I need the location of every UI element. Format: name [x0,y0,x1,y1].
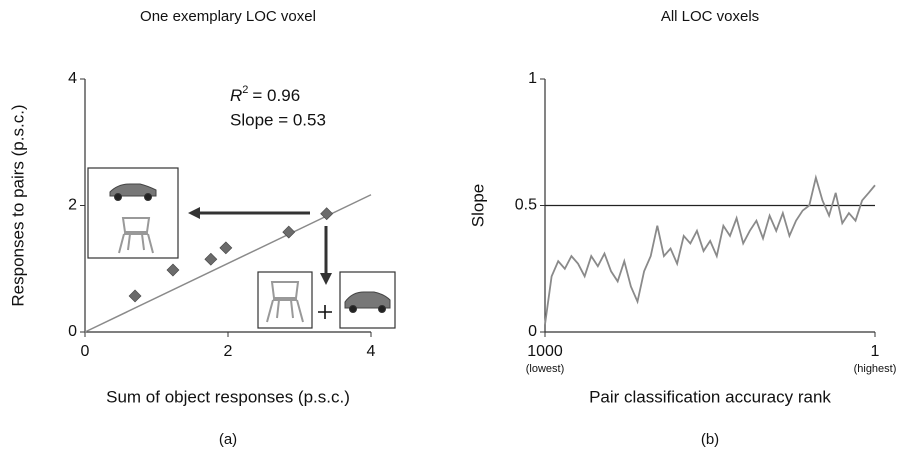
x-tick-label: 4 [367,343,376,360]
point [166,263,180,277]
point [128,289,142,303]
y-tick-label: 0 [528,323,537,340]
point [219,241,233,255]
y-tick-label: 0.5 [515,197,537,214]
r2-annotation: R2 = 0.96 [230,84,300,106]
x-axis-label: Pair classification accuracy rank [589,387,831,406]
x-tick-note: (highest) [854,363,897,375]
y-tick-label: 0 [68,323,77,340]
x-tick-label: 0 [81,343,90,360]
x-axis-label: Sum of object responses (p.s.c.) [106,387,350,406]
pictures [87,167,396,329]
x-tick-label: 1000 [527,343,563,360]
panel-label: (a) [219,431,237,448]
fit-line [84,194,372,333]
chart-title: One exemplary LOC voxel [140,8,316,25]
panel-label: (b) [701,431,719,448]
point [282,225,296,239]
slope-annotation: Slope = 0.53 [230,110,326,129]
y-tick-label: 2 [68,197,77,214]
y-tick-label: 1 [528,70,537,87]
chart-title: All LOC voxels [661,8,759,25]
x-tick-label: 1 [871,343,880,360]
y-tick-label: 4 [68,70,77,87]
series-line [544,174,876,325]
y-axis-label: Slope [468,184,487,227]
r2-symbol: R [230,86,242,105]
y-axis-label: Responses to pairs (p.s.c.) [8,104,27,306]
x-tick-note: (lowest) [526,363,565,375]
r2-text: = 0.96 [252,86,300,105]
x-tick-label: 2 [224,343,233,360]
r2-exponent: 2 [242,84,248,96]
point [320,207,334,221]
point [204,252,218,266]
